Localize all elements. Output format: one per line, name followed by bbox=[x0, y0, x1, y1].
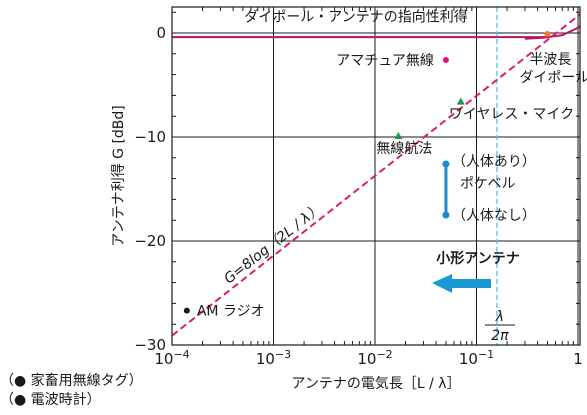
x-tick-label: 10−2 bbox=[357, 348, 392, 368]
x-tick-base: 10 bbox=[154, 350, 173, 368]
y-axis-label: アンテナ利得 G [dBd] bbox=[110, 105, 127, 247]
point-label-line: アマチュア無線 bbox=[336, 53, 434, 69]
x-tick-exp: −1 bbox=[478, 348, 494, 361]
note-livestock-tag: （● 家畜用無線タグ） bbox=[0, 373, 143, 389]
x-axis-label: アンテナの電気長［L / λ］ bbox=[291, 376, 460, 392]
x-tick-label: 1 bbox=[573, 350, 583, 368]
pocket-bell-with-body-marker bbox=[442, 160, 450, 168]
x-tick-label: 10−1 bbox=[459, 348, 494, 368]
dipole-curve bbox=[524, 24, 580, 40]
note-radio-clock: （● 電波時計） bbox=[0, 392, 101, 408]
x-tick-exp: −4 bbox=[173, 348, 189, 361]
y-tick-label: −30 bbox=[134, 336, 166, 354]
small-antenna-arrow bbox=[432, 274, 491, 293]
pocket-bell-with-body-label: （人体あり） bbox=[452, 154, 536, 170]
pocket-bell-label: ポケベル bbox=[460, 176, 516, 192]
point-label-line: ダイポール bbox=[519, 70, 587, 86]
x-tick-base: 10 bbox=[256, 350, 275, 368]
point-label-line: 半波長 bbox=[529, 52, 571, 68]
point-marker bbox=[544, 31, 551, 38]
point-label-line: AM ラジオ bbox=[197, 304, 265, 320]
x-tick-base: 10 bbox=[357, 350, 376, 368]
clipped-group bbox=[172, 7, 580, 345]
point-label-line: 無線航法 bbox=[376, 141, 432, 157]
point-marker-triangle bbox=[394, 131, 403, 139]
x-tick-base: 10 bbox=[459, 350, 478, 368]
x-tick-label: 10−3 bbox=[256, 348, 291, 368]
point-label: AM ラジオ bbox=[197, 304, 265, 320]
point-label: アマチュア無線 bbox=[336, 53, 434, 69]
point-marker bbox=[183, 307, 190, 314]
small-antenna-label: 小形アンテナ bbox=[436, 250, 519, 267]
plot-frame bbox=[171, 6, 581, 346]
formula-line bbox=[172, 13, 580, 337]
point-label: ワイヤレス・マイク bbox=[449, 107, 574, 123]
y-tick-label: 0 bbox=[156, 24, 166, 42]
point-label: 無線航法 bbox=[376, 141, 432, 157]
x-tick-exp: −3 bbox=[275, 348, 291, 361]
lambda-denominator: 2π bbox=[491, 328, 509, 344]
dipole-gain-label: ダイポール・アンテナの指向性利得 bbox=[244, 9, 467, 26]
point-marker bbox=[442, 57, 449, 64]
footnotes: （● 家畜用無線タグ） （● 電波時計） bbox=[0, 372, 143, 410]
point-label-line: ワイヤレス・マイク bbox=[449, 107, 574, 123]
point-marker-triangle bbox=[456, 97, 465, 105]
x-tick-label: 10−4 bbox=[154, 348, 189, 368]
y-tick-label: −20 bbox=[134, 232, 166, 250]
x-tick-base: 1 bbox=[573, 350, 583, 368]
y-tick-label: −10 bbox=[134, 128, 166, 146]
pocket-bell-without-body-marker bbox=[442, 211, 450, 219]
point-label: 半波長ダイポール bbox=[519, 52, 587, 86]
pocket-bell-without-body-label: （人体なし） bbox=[452, 208, 536, 224]
x-tick-exp: −2 bbox=[376, 348, 392, 361]
lambda-numerator: λ bbox=[495, 309, 504, 325]
